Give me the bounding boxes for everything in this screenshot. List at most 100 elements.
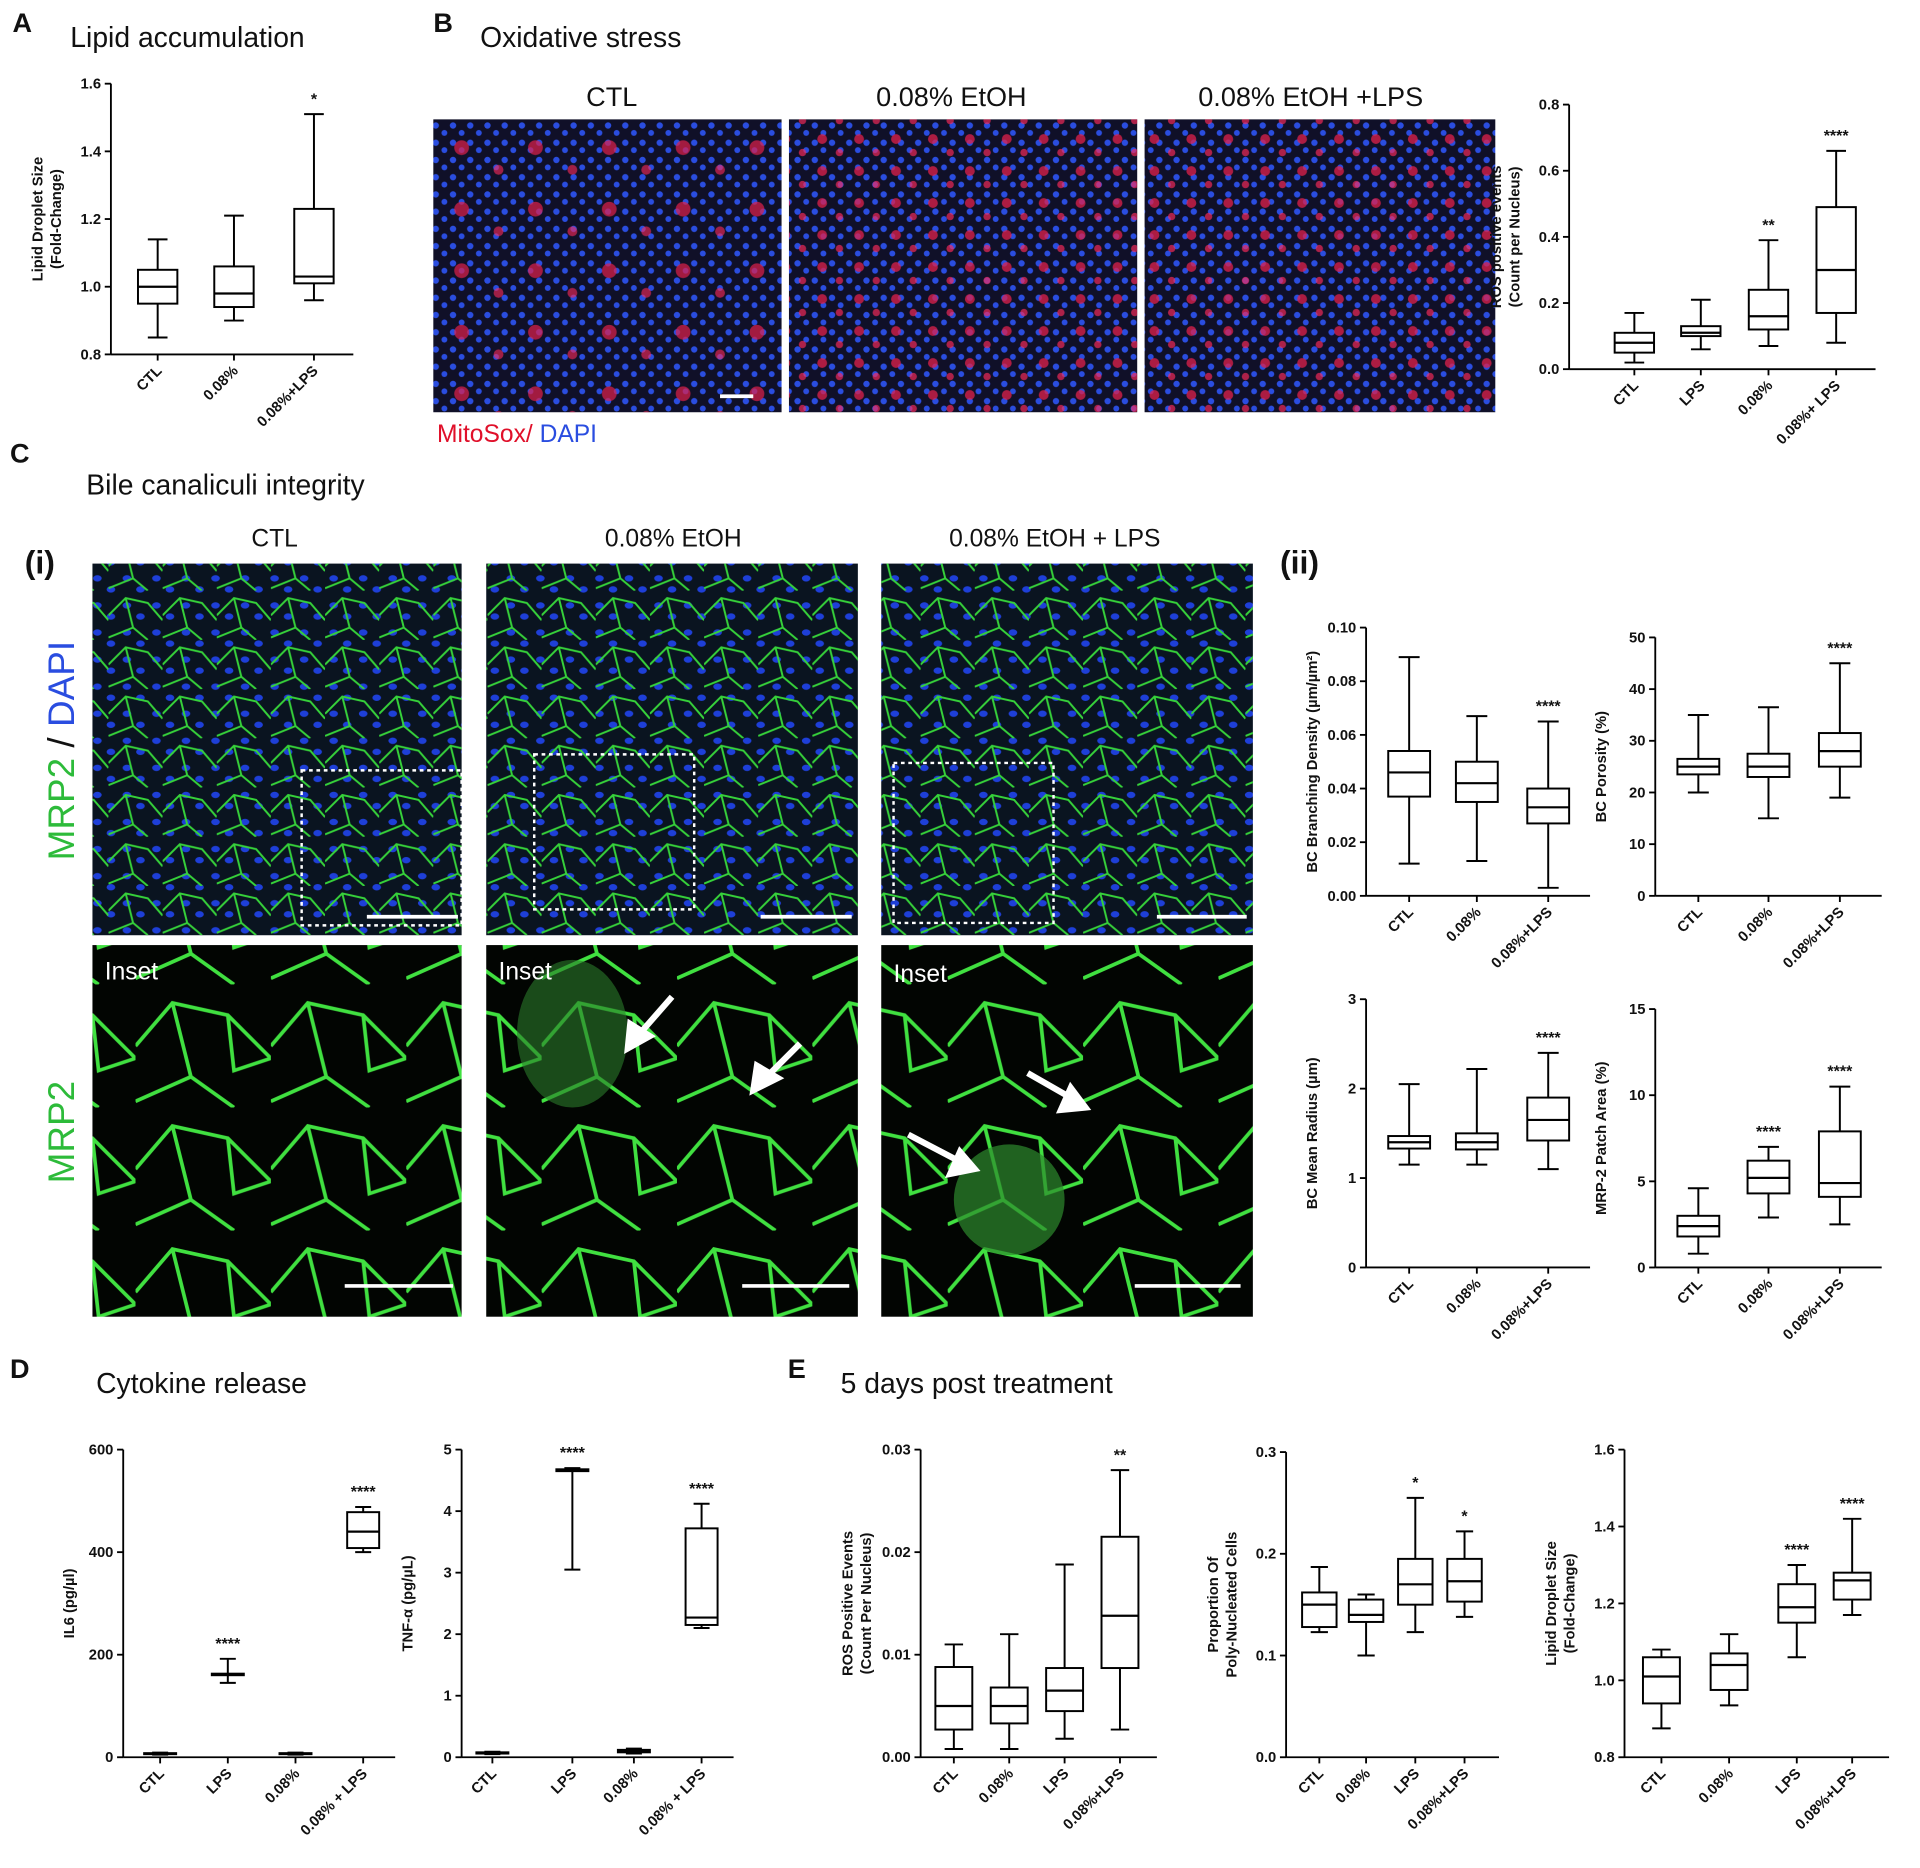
x-tick-label: LPS (1677, 378, 1709, 410)
y-axis-label: MRP-2 Patch Area (%) (1594, 1061, 1610, 1215)
significance: * (311, 91, 318, 108)
panel-letter: A (12, 7, 32, 38)
significance: **** (560, 1445, 586, 1462)
lower-whisker (1110, 1668, 1130, 1731)
micrograph-overlay (433, 119, 782, 413)
x-tick-label: CTL (930, 1766, 962, 1798)
y-axis-label: IL6 (pg/µl) (62, 1568, 78, 1638)
lower-whisker (564, 1471, 581, 1571)
y-tick-label: 0.08 (1328, 674, 1357, 690)
y-tick-label: 1.0 (1594, 1673, 1615, 1689)
box (1832, 1571, 1872, 1601)
box (1641, 1656, 1681, 1705)
box (1301, 1591, 1338, 1629)
panel-title: Cytokine release (96, 1367, 307, 1399)
lower-whisker (1466, 801, 1488, 862)
upper-whisker (999, 1633, 1019, 1688)
y-tick-label: 0 (1637, 1260, 1645, 1276)
micrograph-overlay (92, 563, 462, 936)
y-tick-label: 0 (105, 1750, 113, 1766)
y-axis-label: ROS Positive Events (840, 1531, 856, 1676)
y-axis-label: Poly-Nucleated Cells (1224, 1532, 1240, 1678)
upper-whisker (1455, 1530, 1474, 1559)
lower-whisker (219, 1675, 236, 1684)
panel-title: Oxidative stress (480, 21, 681, 53)
upper-whisker (1758, 239, 1779, 290)
x-tick-label: CTL (136, 1766, 168, 1798)
significance: **** (351, 1484, 377, 1501)
y-tick-label: 10 (1629, 1088, 1645, 1104)
y-tick-label: 0.1 (1256, 1648, 1277, 1664)
chart: 0.0 0.2 0.4 0.6 0.8 ROS positive events (Count… (1489, 98, 1876, 448)
y-tick-label: 1.4 (1594, 1519, 1615, 1535)
inset-box (532, 753, 696, 911)
panel-letter: D (10, 1353, 30, 1384)
upper-whisker (1758, 1145, 1779, 1161)
x-tick-label: CTL (1611, 378, 1643, 410)
inset-label: Inset (894, 961, 948, 988)
x-tick-label: 0.08% (1735, 378, 1776, 419)
significance: **** (1824, 128, 1850, 145)
upper-whisker (1466, 1067, 1488, 1134)
x-tick-label: 0.08%+ LPS (1774, 378, 1844, 448)
panel-letter: B (433, 7, 453, 38)
x-tick-label: CTL (1675, 905, 1707, 937)
lower-whisker (1406, 1604, 1424, 1634)
upper-whisker (1687, 713, 1709, 759)
y-tick-label: 0.00 (882, 1750, 911, 1766)
upper-whisker (693, 1502, 710, 1529)
lower-whisker (1829, 766, 1851, 799)
upper-whisker (219, 1657, 236, 1674)
y-tick-label: 4 (444, 1504, 453, 1520)
upper-whisker (1055, 1563, 1074, 1669)
box (1454, 760, 1499, 803)
y-tick-label: 0.0 (1539, 362, 1560, 378)
box (346, 1511, 381, 1550)
stain-blue: DAPI (41, 641, 82, 727)
box (1815, 206, 1857, 314)
lower-whisker (999, 1723, 1019, 1751)
y-tick-label: 0.8 (81, 347, 102, 363)
stain-red: MitoSox/ (437, 421, 533, 448)
lower-whisker (1787, 1622, 1807, 1659)
upper-whisker (1787, 1563, 1807, 1585)
upper-whisker (1537, 1051, 1559, 1098)
y-tick-label: 0.06 (1328, 728, 1357, 744)
y-axis-label: (Fold-Change) (49, 169, 65, 269)
lower-whisker (1687, 1236, 1709, 1255)
box (1746, 752, 1791, 778)
x-tick-label: CTL (1675, 1276, 1707, 1308)
chart: 0.8 1.0 1.2 1.4 1.6 Lipid Droplet Size (Fold-C… (1544, 1443, 1890, 1833)
lower-whisker (1758, 776, 1779, 820)
chart: 0.0 0.1 0.2 0.3 Proportion Of Poly-Nucleated … (1206, 1445, 1499, 1833)
x-tick-label: 0.08% (601, 1766, 642, 1807)
chart: 0 10 20 30 40 50 BC Porosity (%) CTL 0.08% 0.08%+… (1594, 630, 1882, 972)
y-tick-label: 0.3 (1256, 1445, 1277, 1461)
y-axis-label: (Count Per Nucleus) (859, 1532, 875, 1674)
upper-whisker (1537, 720, 1559, 789)
x-tick-label: 0.08% (1444, 905, 1485, 946)
x-tick-label: 0.08% (1735, 905, 1776, 946)
lower-whisker (1758, 329, 1779, 348)
lower-whisker (944, 1729, 964, 1751)
y-tick-label: 0.4 (1539, 230, 1560, 246)
subpanel-label: (i) (25, 544, 55, 580)
y-axis-label: Proportion Of (1206, 1557, 1222, 1653)
y-axis-label: TNF-α (pg/µL) (400, 1555, 416, 1651)
upper-whisker (1758, 706, 1779, 754)
chart: 0.00 0.01 0.02 0.03 ROS Positive Events (Coun… (840, 1443, 1157, 1833)
chart: 0.8 1.0 1.2 1.4 1.6 Lipid Droplet Size (Fold-C… (31, 77, 354, 430)
x-tick-label: CTL (1295, 1766, 1327, 1798)
significance: **** (1827, 640, 1853, 657)
texts: A Lipid accumulation B Oxidative stress … (10, 7, 1423, 1399)
upper-whisker (224, 214, 244, 267)
lower-whisker (1398, 1148, 1420, 1166)
y-tick-label: 1.0 (81, 280, 102, 296)
significance: ** (1114, 1447, 1127, 1464)
box (1387, 750, 1432, 798)
stain-label: MRP2 / DAPI (41, 641, 82, 860)
arrows (624, 994, 1092, 1179)
stain-label: MitoSox/ DAPI (437, 421, 597, 448)
y-tick-label: 0.2 (1539, 296, 1560, 312)
x-tick-label: LPS (204, 1766, 236, 1798)
